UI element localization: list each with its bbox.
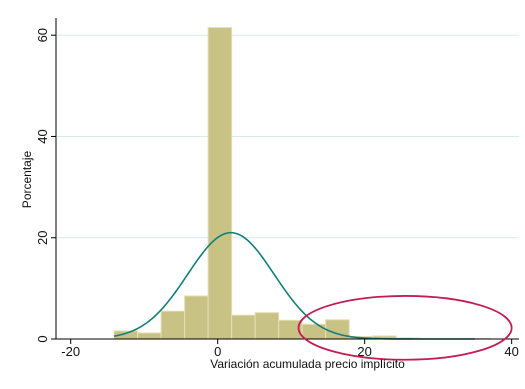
histogram-bar-6 bbox=[254, 312, 280, 340]
y-tick-label-1: 20 bbox=[35, 230, 50, 244]
y-axis-title: Porcentaje bbox=[20, 150, 34, 208]
histogram-bar-5 bbox=[231, 314, 256, 340]
y-tick-label-2: 40 bbox=[35, 129, 50, 143]
tick-labels: -20 0 20 40 0 20 40 60 bbox=[35, 28, 519, 359]
histogram-bar-4 bbox=[207, 27, 233, 340]
y-tick-label-3: 60 bbox=[35, 28, 50, 42]
x-tick-label-1: 0 bbox=[214, 344, 221, 359]
x-axis-title: Variación acumulada precio implícito bbox=[210, 357, 405, 371]
axes bbox=[51, 18, 519, 344]
histogram-bar-3 bbox=[184, 295, 209, 340]
histogram-bar-1 bbox=[137, 332, 162, 340]
x-tick-label-3: 40 bbox=[504, 344, 518, 359]
y-tick-label-0: 0 bbox=[35, 335, 50, 342]
histogram-bar-2 bbox=[160, 310, 186, 340]
x-tick-label-0: -20 bbox=[61, 344, 80, 359]
histogram-bars bbox=[113, 27, 491, 340]
highlight-ellipse bbox=[297, 295, 513, 361]
grid-lines bbox=[57, 34, 519, 239]
x-tick-label-2: 20 bbox=[357, 344, 371, 359]
annotation-layer bbox=[297, 295, 513, 361]
